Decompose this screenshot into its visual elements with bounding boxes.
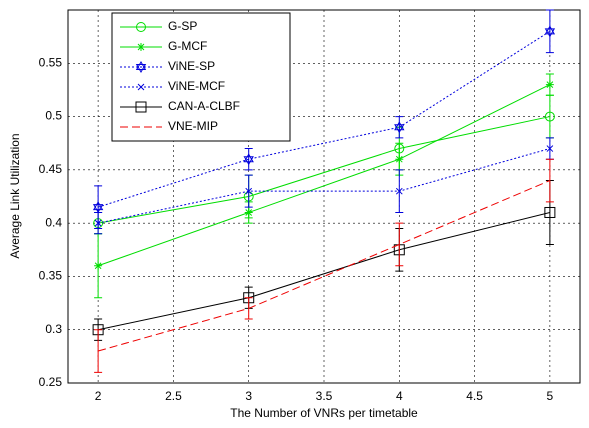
error-bar [244,297,253,320]
x-tick-label: 4.5 [466,389,483,403]
plot-frame [67,9,581,384]
legend: G-SP G-MCF ViNE-SP ViNE-MCF CAN-A-CLBF VNE-MI… [111,12,291,142]
series-line [97,180,551,352]
marker [94,219,102,227]
marker [395,187,403,195]
legend-marker [135,60,147,74]
y-tick-label: 0.35 [39,269,63,283]
legend-label: ViNE-MCF [168,79,225,93]
series-line [98,148,551,224]
marker [545,80,554,89]
error-bar [395,222,404,267]
x-tick-label: 5 [547,389,554,403]
y-tick-label: 0.25 [39,375,63,389]
marker [394,121,405,134]
marker [94,261,103,270]
legend-label: ViNE-SP [168,59,215,73]
x-tick-label: 2.5 [165,389,182,403]
error-bar [545,9,554,54]
y-tick-label: 0.45 [39,162,63,176]
marker [544,111,555,122]
legend-marker [137,43,145,51]
series-line [98,212,551,331]
x-tick-label: 3 [245,389,252,403]
marker [544,206,556,218]
error-bar [244,148,253,171]
y-axis-label: Average Link Utilization [8,133,22,258]
marker [395,155,404,164]
x-tick-label: 3.5 [316,389,333,403]
error-bar [395,116,404,139]
marker [546,145,554,152]
x-axis-label: The Number of VNRs per timetable [230,406,418,420]
marker [243,153,254,166]
legend-label: G-SP [168,19,197,33]
x-tick-label: 4 [396,389,403,403]
legend-box [111,12,291,142]
y-tick-label: 0.55 [39,55,63,69]
y-tick-label: 0.3 [45,322,62,336]
marker [245,187,253,195]
y-tick-label: 0.4 [45,215,62,229]
marker [244,208,253,217]
legend-marker [137,83,145,91]
y-tick-label: 0.5 [45,109,62,123]
marker [92,201,104,214]
error-bar [94,329,103,373]
legend-marker [136,22,146,32]
x-tick-label: 2 [95,389,102,403]
legend-label: VNE-MIP [168,119,218,133]
series-line [97,30,551,208]
series-line [98,116,550,224]
series-line [97,84,551,267]
legend-label: G-MCF [168,39,207,53]
legend-label: CAN-A-CLBF [168,99,240,113]
legend-marker [135,101,147,113]
marker [544,25,556,38]
error-bar [545,158,554,203]
